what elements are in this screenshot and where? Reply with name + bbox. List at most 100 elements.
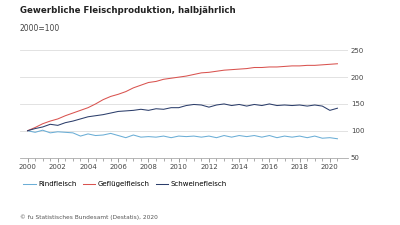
Geflügelfleisch xyxy=(124,90,128,93)
Schweinefleisch xyxy=(290,104,294,107)
Schweinefleisch xyxy=(222,103,226,105)
Schweinefleisch xyxy=(93,114,98,117)
Rindfleisch xyxy=(176,135,181,137)
Schweinefleisch xyxy=(252,103,257,106)
Geflügelfleisch xyxy=(290,65,294,67)
Schweinefleisch xyxy=(206,106,211,108)
Geflügelfleisch xyxy=(260,66,264,69)
Rindfleisch xyxy=(138,136,143,139)
Geflügelfleisch xyxy=(116,93,121,96)
Rindfleisch xyxy=(146,135,151,138)
Rindfleisch xyxy=(237,134,242,137)
Schweinefleisch xyxy=(169,106,174,109)
Rindfleisch xyxy=(101,134,106,136)
Geflügelfleisch xyxy=(206,71,211,74)
Rindfleisch xyxy=(222,134,226,137)
Rindfleisch xyxy=(244,135,249,138)
Rindfleisch xyxy=(297,135,302,137)
Geflügelfleisch xyxy=(222,69,226,72)
Schweinefleisch xyxy=(184,104,189,107)
Schweinefleisch xyxy=(161,108,166,111)
Rindfleisch xyxy=(116,134,121,137)
Rindfleisch xyxy=(70,131,75,134)
Schweinefleisch xyxy=(116,110,121,113)
Rindfleisch xyxy=(312,135,317,137)
Schweinefleisch xyxy=(63,121,68,124)
Schweinefleisch xyxy=(131,109,136,112)
Geflügelfleisch xyxy=(70,112,75,114)
Geflügelfleisch xyxy=(131,86,136,89)
Rindfleisch xyxy=(184,135,189,138)
Geflügelfleisch xyxy=(199,72,204,74)
Line: Geflügelfleisch: Geflügelfleisch xyxy=(28,64,338,131)
Schweinefleisch xyxy=(86,115,90,118)
Rindfleisch xyxy=(33,131,38,134)
Schweinefleisch xyxy=(154,107,158,110)
Schweinefleisch xyxy=(244,105,249,107)
Rindfleisch xyxy=(169,136,174,139)
Schweinefleisch xyxy=(214,104,219,106)
Geflügelfleisch xyxy=(297,65,302,67)
Schweinefleisch xyxy=(124,110,128,112)
Geflügelfleisch xyxy=(63,114,68,117)
Geflügelfleisch xyxy=(146,81,151,84)
Geflügelfleisch xyxy=(101,98,106,101)
Rindfleisch xyxy=(48,131,53,134)
Geflügelfleisch xyxy=(78,109,83,112)
Rindfleisch xyxy=(229,136,234,139)
Schweinefleisch xyxy=(192,103,196,106)
Geflügelfleisch xyxy=(184,75,189,77)
Rindfleisch xyxy=(290,136,294,139)
Geflügelfleisch xyxy=(252,66,257,69)
Schweinefleisch xyxy=(267,103,272,105)
Rindfleisch xyxy=(78,135,83,137)
Geflügelfleisch xyxy=(320,63,325,66)
Schweinefleisch xyxy=(328,109,332,112)
Schweinefleisch xyxy=(78,118,83,120)
Rindfleisch xyxy=(282,135,287,137)
Rindfleisch xyxy=(328,136,332,139)
Schweinefleisch xyxy=(237,103,242,106)
Rindfleisch xyxy=(199,136,204,139)
Rindfleisch xyxy=(206,135,211,137)
Geflügelfleisch xyxy=(33,126,38,129)
Geflügelfleisch xyxy=(138,84,143,87)
Geflügelfleisch xyxy=(229,68,234,71)
Rindfleisch xyxy=(305,136,310,139)
Rindfleisch xyxy=(154,136,158,139)
Schweinefleisch xyxy=(229,104,234,107)
Rindfleisch xyxy=(267,134,272,137)
Geflügelfleisch xyxy=(214,70,219,73)
Geflügelfleisch xyxy=(335,62,340,65)
Schweinefleisch xyxy=(48,123,53,126)
Schweinefleisch xyxy=(312,104,317,106)
Rindfleisch xyxy=(131,134,136,136)
Geflügelfleisch xyxy=(25,129,30,132)
Rindfleisch xyxy=(108,132,113,135)
Schweinefleisch xyxy=(320,105,325,107)
Geflügelfleisch xyxy=(86,106,90,109)
Line: Schweinefleisch: Schweinefleisch xyxy=(28,104,338,131)
Schweinefleisch xyxy=(40,126,45,128)
Schweinefleisch xyxy=(55,124,60,127)
Geflügelfleisch xyxy=(237,68,242,70)
Rindfleisch xyxy=(161,135,166,137)
Geflügelfleisch xyxy=(108,95,113,98)
Geflügelfleisch xyxy=(282,65,287,68)
Schweinefleisch xyxy=(176,106,181,109)
Rindfleisch xyxy=(320,137,325,139)
Geflügelfleisch xyxy=(55,118,60,120)
Rindfleisch xyxy=(214,136,219,139)
Text: Gewerbliche Fleischproduktion, halbjährlich: Gewerbliche Fleischproduktion, halbjährl… xyxy=(20,6,236,15)
Schweinefleisch xyxy=(282,104,287,106)
Rindfleisch xyxy=(93,134,98,137)
Geflügelfleisch xyxy=(328,63,332,66)
Geflügelfleisch xyxy=(312,64,317,67)
Geflügelfleisch xyxy=(176,76,181,79)
Rindfleisch xyxy=(335,137,340,140)
Rindfleisch xyxy=(260,136,264,139)
Geflügelfleisch xyxy=(48,120,53,122)
Schweinefleisch xyxy=(138,108,143,111)
Geflügelfleisch xyxy=(169,77,174,80)
Geflügelfleisch xyxy=(305,64,310,67)
